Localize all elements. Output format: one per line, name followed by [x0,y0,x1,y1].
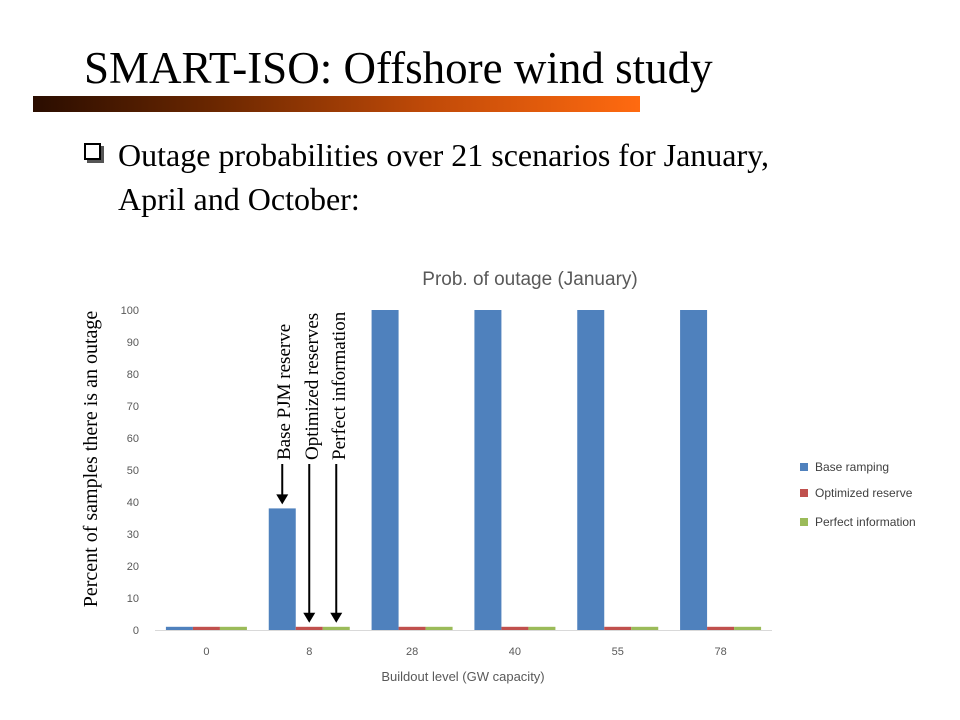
y-tick-label: 80 [127,369,139,381]
y-tick-label: 10 [127,593,139,605]
annotation-label: Optimized reserves [302,313,323,460]
bar [528,626,556,630]
bar [192,626,220,630]
y-tick-label: 50 [127,465,139,477]
y-tick-label: 90 [127,337,139,349]
legend-label: Optimized reserve [815,486,913,500]
y-tick-label: 30 [127,529,139,541]
annotation-arrowhead [276,494,289,505]
bar [322,626,350,630]
bar [734,626,762,630]
legend-swatch [800,518,808,526]
bar [371,310,399,630]
x-tick-label: 78 [714,646,726,658]
x-axis-label: Buildout level (GW capacity) [381,669,544,684]
y-tick-label: 20 [127,561,139,573]
chart-title: Prob. of outage (January) [422,269,637,290]
legend-label: Perfect information [815,515,916,529]
bar [425,626,453,630]
bar [501,626,529,630]
x-tick-label: 55 [612,646,624,658]
y-tick-label: 100 [121,305,139,317]
bar [604,626,632,630]
annotation-arrowhead [330,612,343,623]
bar [474,310,502,630]
bar [707,626,735,630]
legend-swatch [800,489,808,497]
bar [577,310,605,630]
annotation-arrowhead [303,612,316,623]
bar [631,626,659,630]
annotation-label: Base PJM reserve [274,324,295,460]
y-tick-label: 70 [127,401,139,413]
y-tick-label: 60 [127,433,139,445]
bar [398,626,426,630]
bar [268,508,296,630]
bullet-text: Outage probabilities over 21 scenarios f… [118,137,770,217]
bar [295,626,323,630]
y-tick-label: 40 [127,497,139,509]
checkbox-bullet-icon [84,143,101,160]
legend-swatch [800,463,808,471]
bar [680,310,708,630]
legend-label: Base ramping [815,460,889,474]
title-underline-bar [33,96,640,112]
bar [165,626,193,630]
bar [219,626,247,630]
y-axis-label: Percent of samples there is an outage [80,311,102,608]
annotation-label: Perfect information [329,311,350,460]
x-tick-label: 40 [509,646,521,658]
x-tick-label: 28 [406,646,418,658]
x-tick-label: 8 [306,646,312,658]
y-tick-label: 0 [133,625,139,637]
slide-title: SMART-ISO: Offshore wind study [84,43,713,93]
x-tick-label: 0 [203,646,209,658]
